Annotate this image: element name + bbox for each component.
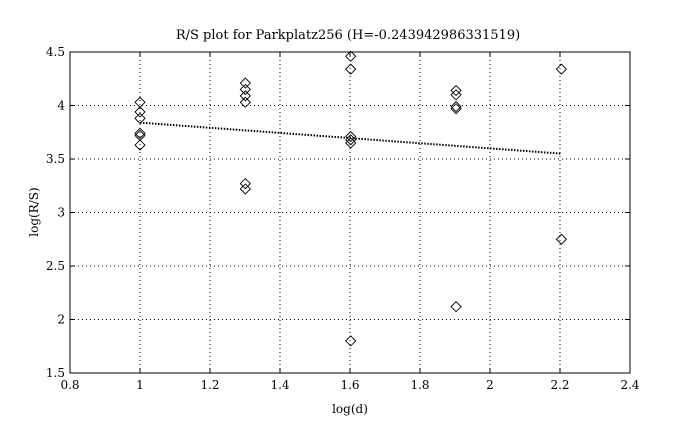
data-point (239, 90, 251, 102)
data-point (134, 112, 146, 124)
y-tick-label: 2 (57, 313, 65, 327)
data-point (134, 139, 146, 151)
data-point (134, 127, 146, 139)
y-axis-ticks: 1.5 2 2.5 3 3.5 4 4.5 (46, 45, 630, 380)
data-point (345, 130, 357, 143)
y-tick-label: 1.5 (46, 366, 65, 380)
data-point (345, 335, 357, 347)
x-axis-label: log(d) (332, 402, 368, 416)
data-point (450, 103, 462, 115)
y-axis-label: log(R/S) (27, 187, 41, 236)
chart-title: R/S plot for Parkplatz256 (H=-0.24394298… (176, 28, 520, 43)
data-point (134, 106, 146, 118)
data-point (555, 63, 568, 75)
x-tick-label: 2.4 (620, 378, 639, 392)
data-point (555, 233, 568, 245)
y-tick-label: 3 (57, 206, 65, 220)
data-point (239, 83, 251, 96)
x-tick-label: 1 (136, 378, 144, 392)
y-tick-label: 3.5 (46, 152, 65, 166)
x-tick-label: 2 (486, 378, 494, 392)
data-point (345, 137, 357, 149)
x-tick-label: 0.8 (60, 378, 79, 392)
data-point (450, 89, 462, 101)
data-point (239, 177, 251, 190)
data-point (239, 183, 251, 195)
grid-lines (70, 52, 630, 373)
data-points (134, 50, 568, 347)
x-tick-label: 1.8 (410, 378, 429, 392)
data-point (345, 50, 357, 62)
data-point (450, 84, 462, 97)
x-tick-label: 1.2 (200, 378, 219, 392)
x-tick-label: 1.4 (270, 378, 289, 392)
data-point (450, 301, 462, 313)
data-point (239, 96, 251, 108)
x-tick-label: 1.6 (340, 378, 359, 392)
y-tick-label: 4.5 (46, 45, 65, 59)
y-tick-label: 2.5 (46, 259, 65, 273)
y-tick-label: 4 (57, 99, 65, 113)
data-point (345, 63, 357, 75)
data-point (239, 77, 251, 89)
data-point (450, 100, 462, 113)
data-point (345, 134, 357, 146)
x-axis-ticks: 0.8 1 1.2 1.4 1.6 1.8 2 2.2 2.4 (60, 52, 640, 392)
x-tick-label: 2.2 (550, 378, 569, 392)
